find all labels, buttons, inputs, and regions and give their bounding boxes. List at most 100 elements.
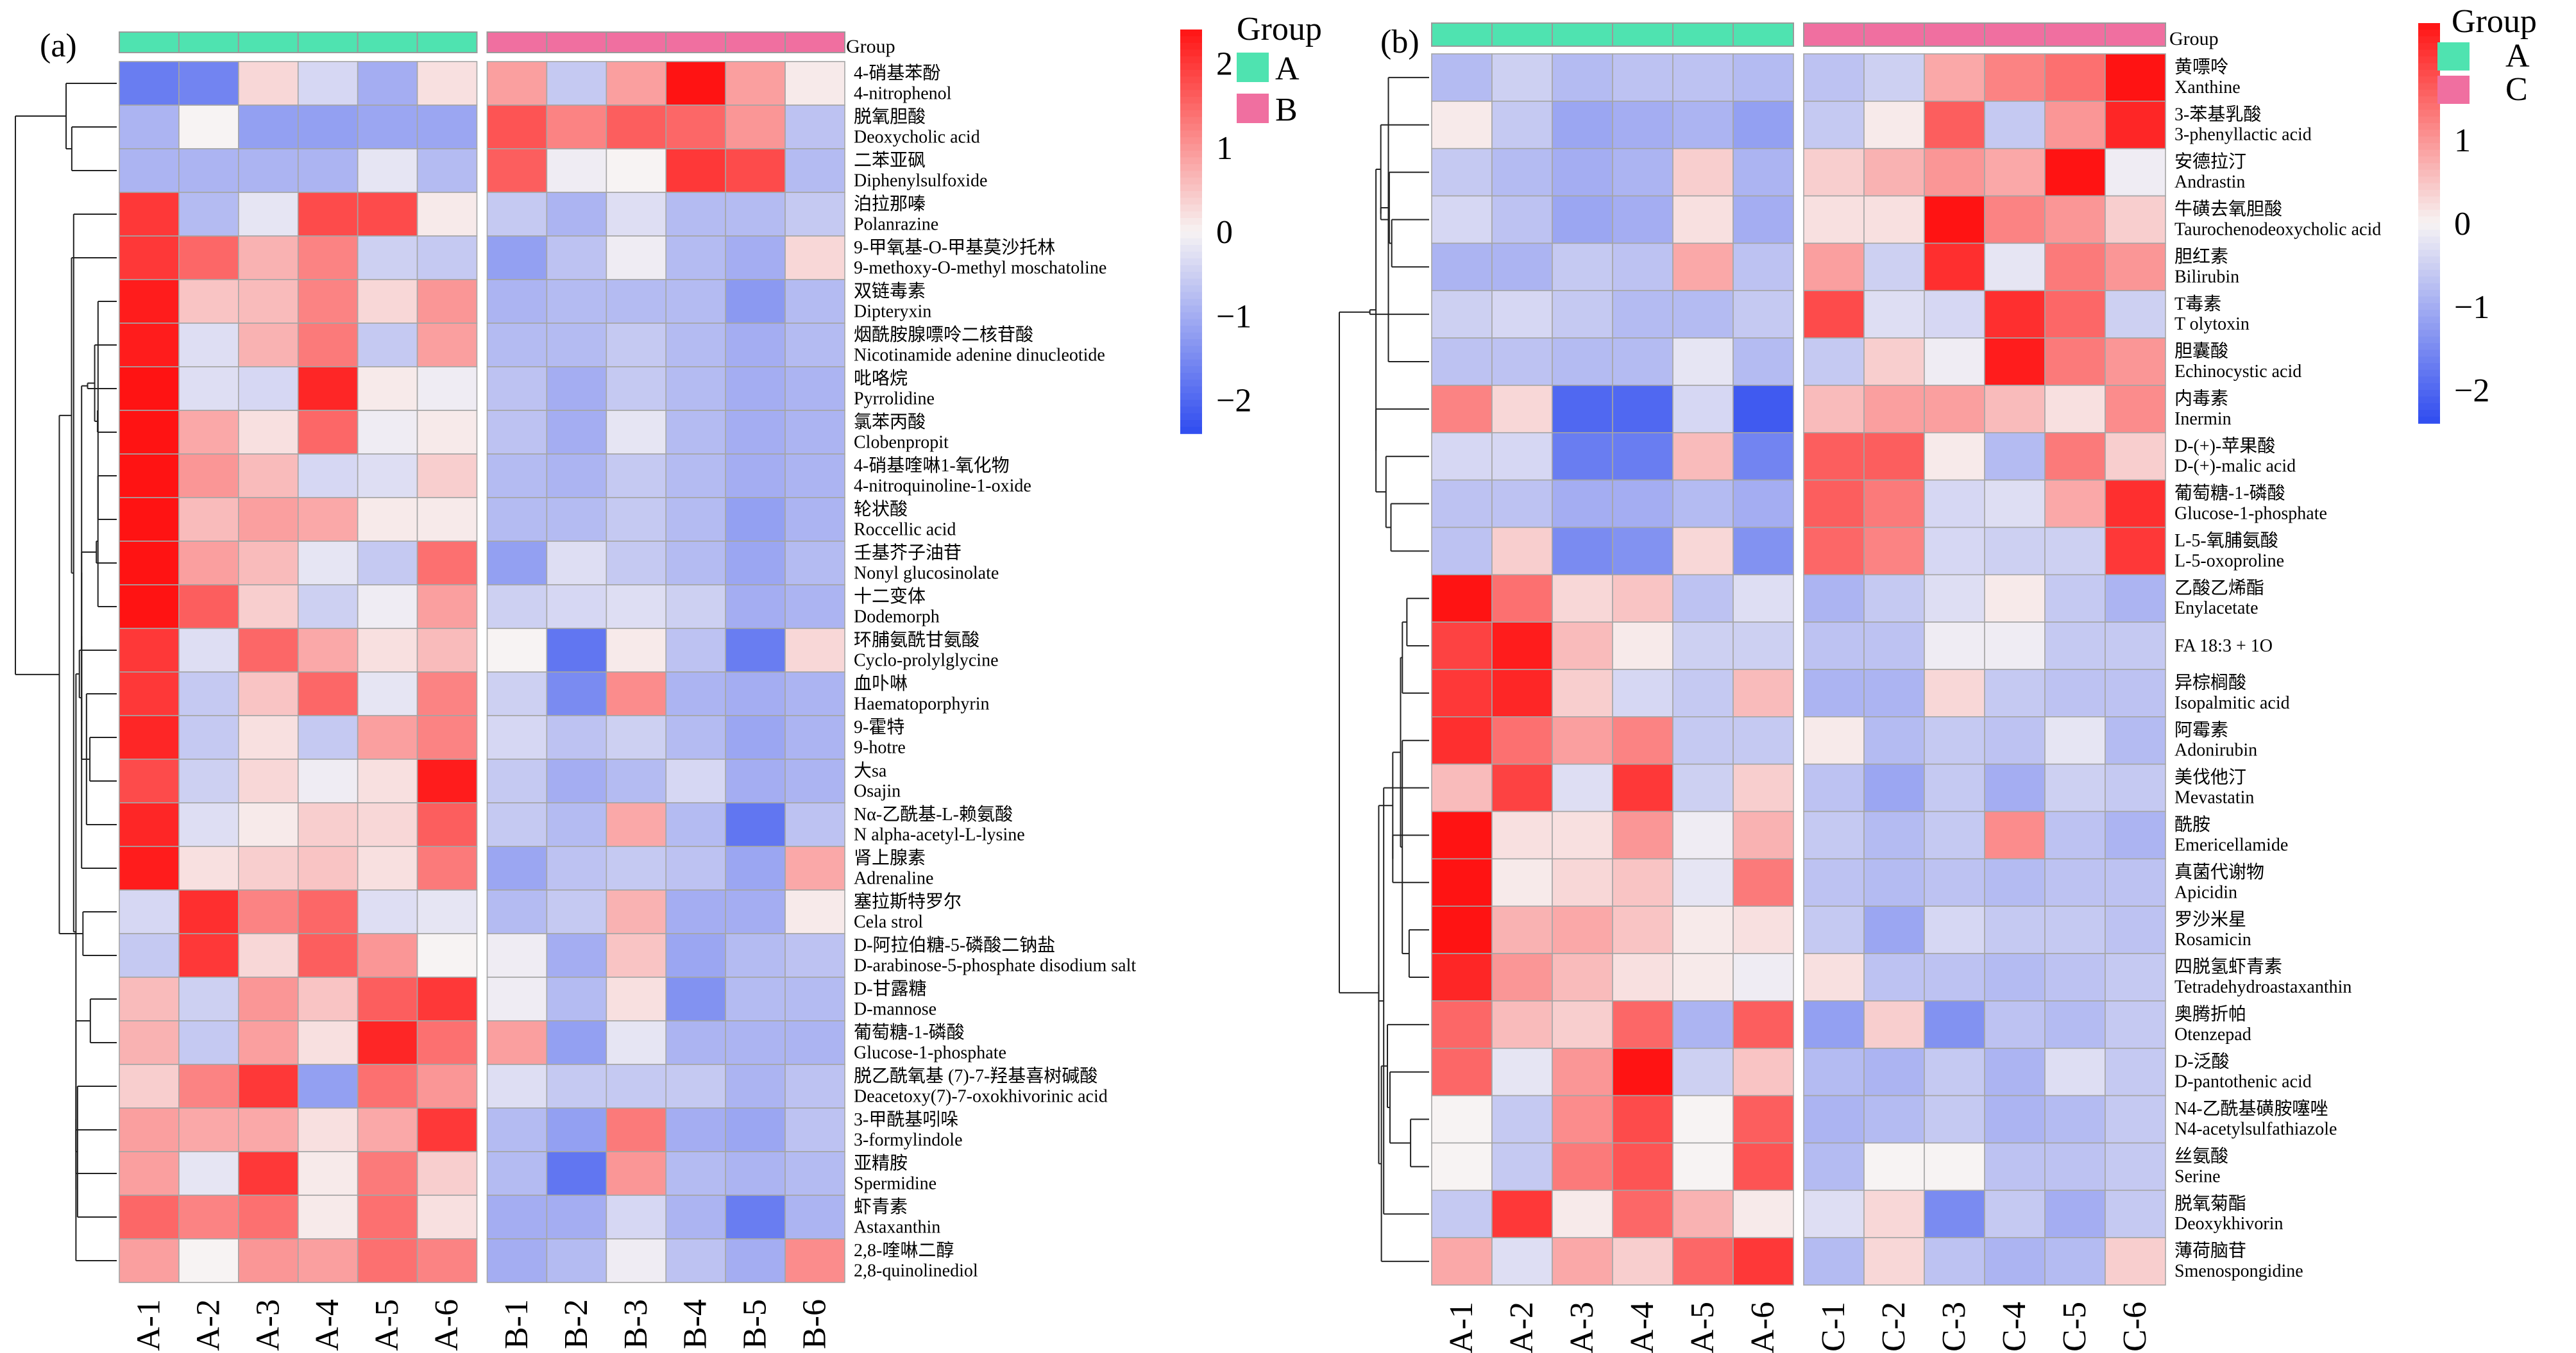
panel-label-b: (b) xyxy=(1380,24,1419,60)
heatmap-cell xyxy=(725,628,786,673)
heatmap-cell xyxy=(1984,621,2046,670)
heatmap-cell xyxy=(297,759,359,803)
heatmap-cell xyxy=(1612,1189,1674,1238)
heatmap-cell xyxy=(606,192,667,237)
heatmap-cell xyxy=(1984,526,2046,576)
colorbar-segment xyxy=(2418,123,2440,131)
heatmap-cell xyxy=(238,1195,299,1240)
heatmap-cell xyxy=(606,1195,667,1240)
heatmap-cell xyxy=(1863,905,1925,954)
heatmap-cell xyxy=(665,1064,726,1109)
heatmap-cell xyxy=(1984,574,2046,623)
heatmap-cell xyxy=(297,410,359,455)
heatmap-cell xyxy=(416,846,478,891)
heatmap-cell xyxy=(1672,1237,1734,1286)
column-labels-a: A-1 A-2 A-3 A-4 A-5 A-6 B-1 B-2 B-3 B-4 B-5 B-6 xyxy=(130,1299,833,1351)
heatmap-cell xyxy=(1431,53,1493,102)
heatmap-cell xyxy=(1491,290,1553,339)
heatmap-cell xyxy=(238,323,299,367)
heatmap-cell xyxy=(486,715,548,760)
row-label-cn: 壬基芥子油苷 xyxy=(854,542,962,563)
colorbar-segment xyxy=(1180,43,1202,51)
colorbar-segment xyxy=(1180,36,1202,44)
heatmap-cell xyxy=(725,366,786,411)
heatmap-cell xyxy=(297,671,359,716)
heatmap-cell xyxy=(1803,337,1865,386)
heatmap-cell xyxy=(1491,858,1553,907)
heatmap-cell xyxy=(784,846,845,891)
colorbar-segment xyxy=(1180,151,1202,158)
colorbar-segment xyxy=(1180,353,1202,360)
heatmap-cell xyxy=(238,410,299,455)
heatmap-cell xyxy=(486,1064,548,1109)
heatmap-cell xyxy=(1552,1095,1613,1144)
heatmap-cell xyxy=(357,1238,418,1283)
heatmap-cell xyxy=(178,1107,239,1152)
heatmap-cell xyxy=(1924,858,1985,907)
heatmap-cell xyxy=(784,933,845,978)
row-label-cn: 吡咯烷 xyxy=(854,368,908,389)
heatmap-cell xyxy=(1552,1142,1613,1191)
heatmap-cell xyxy=(784,323,845,367)
heatmap-cell xyxy=(119,628,180,673)
row-label-cn: 美伐他汀 xyxy=(2174,767,2246,787)
colorbar-segment xyxy=(1180,380,1202,387)
heatmap-cell xyxy=(1984,101,2046,149)
heatmap-cell xyxy=(1984,479,2046,528)
heatmap-cell xyxy=(416,235,478,280)
heatmap-cell xyxy=(546,1020,607,1065)
heatmap-cell xyxy=(119,541,180,585)
heatmap-cell xyxy=(546,1107,607,1152)
group-bar-cell xyxy=(546,31,607,53)
heatmap-cell xyxy=(2044,147,2106,197)
heatmap-cell xyxy=(1612,1047,1674,1097)
heatmap-cell xyxy=(1491,53,1553,102)
row-label-cn: 薄荷脑苷 xyxy=(2174,1241,2246,1261)
colorbar-segment xyxy=(1180,76,1202,84)
heatmap-cell xyxy=(357,889,418,934)
heatmap-cell xyxy=(119,977,180,1021)
heatmap-cell xyxy=(1612,432,1674,481)
heatmap-cell xyxy=(1863,1047,1925,1097)
heatmap-cell xyxy=(1733,716,1794,765)
heatmap-cell xyxy=(119,410,180,455)
heatmap-cell xyxy=(1552,1189,1613,1238)
colorbar-segment xyxy=(2418,96,2440,104)
heatmap-cell xyxy=(357,846,418,891)
heatmap-cell xyxy=(1552,385,1613,433)
heatmap-cell xyxy=(1612,101,1674,149)
row-label-cn: 异棕榈酸 xyxy=(2174,673,2246,693)
heatmap-cell xyxy=(1552,1047,1613,1097)
legend-swatch-a-2 xyxy=(1237,94,1269,123)
heatmap-cell xyxy=(178,192,239,237)
heatmap-cell xyxy=(2044,432,2106,481)
heatmap-cell xyxy=(784,1151,845,1196)
heatmap-cell xyxy=(2105,621,2166,670)
colorbar-segment xyxy=(1180,251,1202,259)
heatmap-cell xyxy=(1924,1000,1985,1049)
column-label: B-5 xyxy=(737,1299,774,1349)
heatmap-cell xyxy=(1431,1000,1493,1049)
heatmap-cell xyxy=(119,1238,180,1283)
heatmap-cell xyxy=(784,671,845,716)
heatmap-cell xyxy=(2044,195,2106,244)
heatmap-cell xyxy=(1924,479,1985,528)
heatmap-cell xyxy=(1491,147,1553,197)
heatmap-cell xyxy=(725,933,786,978)
heatmap-cell xyxy=(2105,763,2166,812)
heatmap-cell xyxy=(725,105,786,149)
heatmap-cell xyxy=(119,889,180,934)
heatmap-cell xyxy=(725,1195,786,1240)
heatmap-cell xyxy=(2105,290,2166,339)
row-label-en: Rosamicin xyxy=(2174,930,2251,950)
heatmap-cell xyxy=(1552,290,1613,339)
colorbar-segment xyxy=(1180,413,1202,421)
heatmap-cell xyxy=(1924,385,1985,433)
heatmap-cell xyxy=(2105,905,2166,954)
heatmap-cell xyxy=(357,497,418,542)
column-label: A-2 xyxy=(190,1299,226,1351)
heatmap-cell xyxy=(486,1020,548,1065)
heatmap-cell xyxy=(1733,811,1794,860)
group-bar-cell xyxy=(1984,22,2046,47)
colorbar-segment xyxy=(1180,205,1202,212)
